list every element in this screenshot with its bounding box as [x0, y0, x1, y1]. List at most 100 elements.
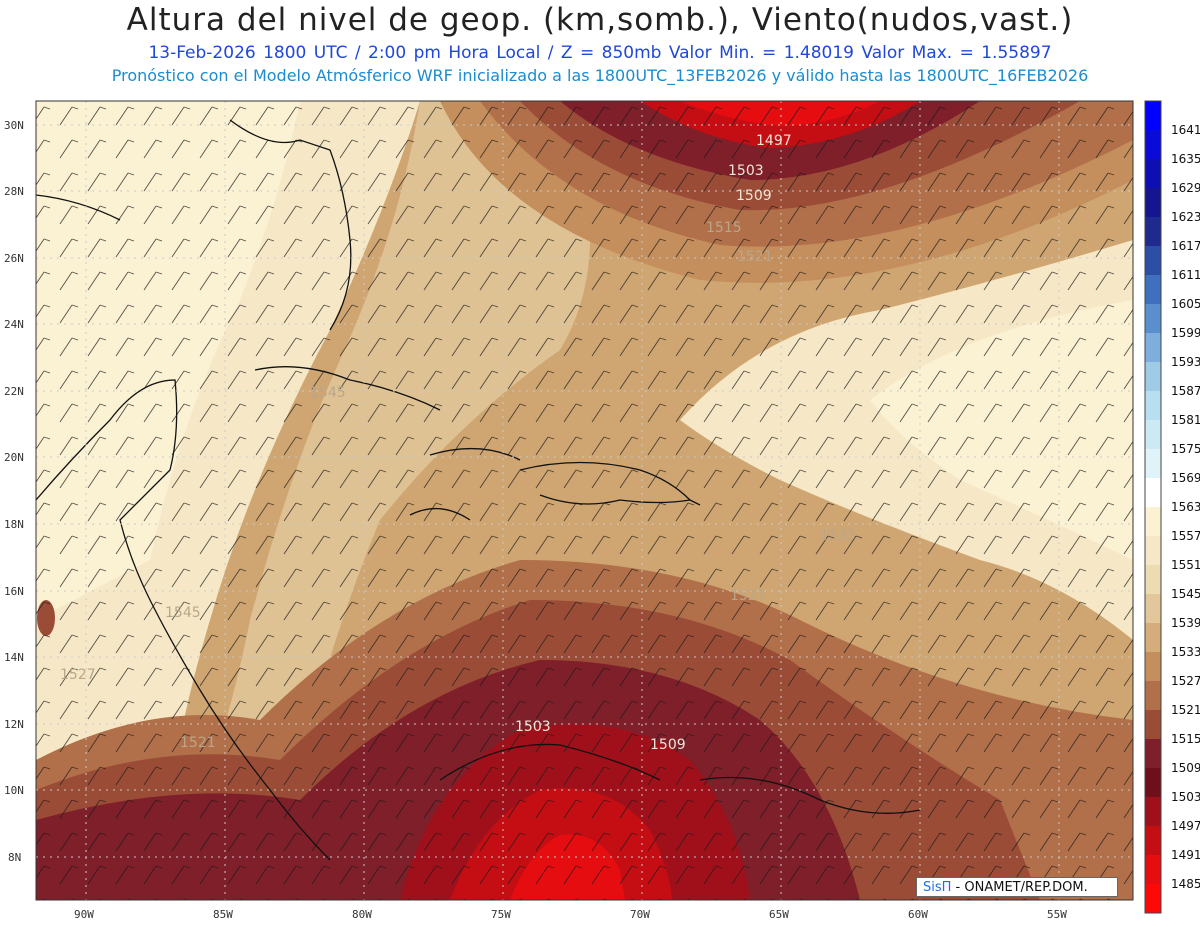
colorbar-swatch — [1145, 304, 1161, 334]
lat-tick-label: 16N — [4, 585, 24, 598]
colorbar-swatch — [1145, 797, 1161, 827]
colorbar-level-label: 1491 — [1171, 848, 1200, 862]
colorbar-swatch — [1145, 159, 1161, 189]
brand-logo: SisΠ — [923, 880, 952, 895]
contour-labels: 1497 1503 1509 1515 1521 1545 1503 1509 … — [60, 133, 856, 753]
colorbar-level-label: 1623 — [1171, 210, 1200, 224]
contour-label: 1527 — [60, 667, 96, 683]
colorbar-level-label: 1599 — [1171, 326, 1200, 340]
colorbar-level-label: 1629 — [1171, 181, 1200, 195]
colorbar-swatch — [1145, 739, 1161, 769]
colorbar-swatch — [1145, 420, 1161, 450]
colorbar: 1641 1635 1629 1623 1617 1611 1605 1599 1593 1587… — [1144, 100, 1200, 914]
lon-tick-label: 75W — [491, 908, 511, 921]
contour-label: 1527 — [730, 588, 766, 604]
colorbar-level-label: 1581 — [1171, 413, 1200, 427]
lon-tick-label: 85W — [213, 908, 233, 921]
subtitle-valid-time: 13-Feb-2026 1800 UTC / 2:00 pm Hora Loca… — [148, 43, 1052, 63]
colorbar-level-label: 1557 — [1171, 529, 1200, 543]
colorbar-level-label: 1641 — [1171, 123, 1200, 137]
map-frame — [35, 100, 1134, 901]
colorbar-level-label: 1617 — [1171, 239, 1200, 253]
lon-tick-label: 60W — [908, 908, 928, 921]
contour-label: 1497 — [756, 133, 792, 149]
colorbar-swatch — [1145, 188, 1161, 218]
lat-tick-label: 18N — [4, 518, 24, 531]
colorbar-swatch — [1145, 333, 1161, 363]
latitude-axis: 30N 28N 26N 24N 22N 20N 18N 16N 14N 12N … — [4, 119, 24, 864]
colorbar-swatch — [1145, 478, 1161, 508]
lat-tick-label: 14N — [4, 651, 24, 664]
colorbar-level-label: 1533 — [1171, 645, 1200, 659]
colorbar-swatch — [1145, 855, 1161, 885]
lon-tick-label: 65W — [769, 908, 789, 921]
lon-tick-label: 80W — [352, 908, 372, 921]
colorbar-level-label: 1527 — [1171, 674, 1200, 688]
colorbar-level-label: 1503 — [1171, 790, 1200, 804]
contour-label: 1509 — [736, 188, 772, 204]
colorbar-level-label: 1569 — [1171, 471, 1200, 485]
lat-tick-label: 30N — [4, 119, 24, 132]
contour-label: 1509 — [650, 737, 686, 753]
colorbar-swatch — [1145, 884, 1161, 914]
colorbar-level-label: 1545 — [1171, 587, 1200, 601]
contour-label: 1533 — [820, 528, 856, 544]
lat-tick-label: 8N — [8, 851, 21, 864]
colorbar-swatch — [1145, 768, 1161, 798]
colorbar-level-label: 1563 — [1171, 500, 1200, 514]
lat-tick-label: 28N — [4, 185, 24, 198]
colorbar-level-label: 1587 — [1171, 384, 1200, 398]
colorbar-swatch — [1145, 826, 1161, 856]
colorbar-swatch — [1145, 101, 1161, 131]
lon-tick-label: 55W — [1047, 908, 1067, 921]
lat-tick-label: 22N — [4, 385, 24, 398]
colorbar-swatch — [1145, 275, 1161, 305]
colorbar-swatch — [1145, 246, 1161, 276]
colorbar-level-label: 1635 — [1171, 152, 1200, 166]
colorbar-swatch — [1145, 536, 1161, 566]
colorbar-swatch — [1145, 449, 1161, 479]
colorbar-swatch — [1145, 623, 1161, 653]
lat-tick-label: 20N — [4, 451, 24, 464]
colorbar-swatch — [1145, 217, 1161, 247]
colorbar-swatch — [1145, 652, 1161, 682]
lat-tick-label: 10N — [4, 784, 24, 797]
lat-tick-label: 26N — [4, 252, 24, 265]
colorbar-level-label: 1605 — [1171, 297, 1200, 311]
contour-label: 1515 — [706, 220, 742, 236]
colorbar-swatch — [1145, 391, 1161, 421]
longitude-axis: 90W 85W 80W 75W 70W 65W 60W 55W — [74, 908, 1067, 921]
lon-tick-label: 70W — [630, 908, 650, 921]
page-title: Altura del nivel de geop. (km,somb.), Vi… — [126, 2, 1074, 38]
colorbar-swatch — [1145, 710, 1161, 740]
lat-tick-label: 24N — [4, 318, 24, 331]
colorbar-level-label: 1551 — [1171, 558, 1200, 572]
subtitle-model-info: Pronóstico con el Modelo Atmósferico WRF… — [111, 66, 1089, 85]
colorbar-swatch — [1145, 507, 1161, 537]
colorbar-swatch — [1145, 594, 1161, 624]
colorbar-swatch — [1145, 681, 1161, 711]
colorbar-level-label: 1515 — [1171, 732, 1200, 746]
colorbar-level-label: 1593 — [1171, 355, 1200, 369]
colorbar-swatch — [1145, 130, 1161, 160]
contour-label: 1503 — [515, 719, 551, 735]
colorbar-level-label: 1497 — [1171, 819, 1200, 833]
contour-label: 1545 — [165, 605, 201, 621]
lat-tick-label: 12N — [4, 718, 24, 731]
contour-label: 1521 — [180, 735, 216, 751]
contour-label: 1503 — [728, 163, 764, 179]
contour-label: 1521 — [737, 249, 773, 265]
credit-box: SisΠ - ONAMET/REP.DOM. — [916, 877, 1118, 897]
colorbar-frame — [1144, 100, 1162, 914]
graticule — [36, 101, 1133, 900]
lon-tick-label: 90W — [74, 908, 94, 921]
colorbar-level-label: 1509 — [1171, 761, 1200, 775]
colorbar-level-label: 1611 — [1171, 268, 1200, 282]
colorbar-swatch — [1145, 362, 1161, 392]
colorbar-level-label: 1575 — [1171, 442, 1200, 456]
colorbar-level-label: 1539 — [1171, 616, 1200, 630]
contour-label: 1545 — [310, 385, 346, 401]
colorbar-level-label: 1521 — [1171, 703, 1200, 717]
colorbar-level-label: 1485 — [1171, 877, 1200, 891]
